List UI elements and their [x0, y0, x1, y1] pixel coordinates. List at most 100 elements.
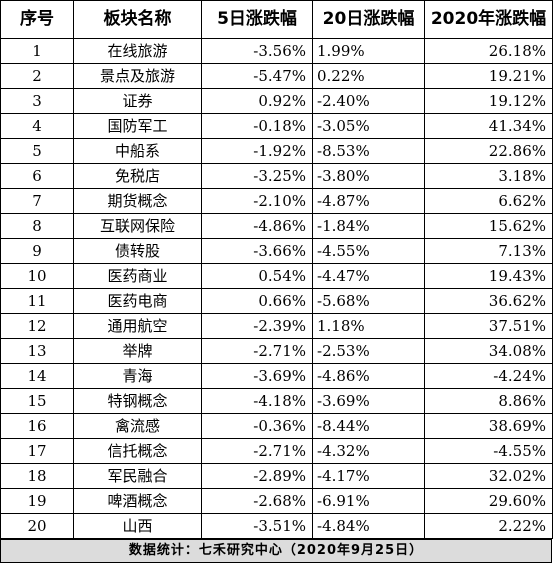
table-row: 12 通用航空 -2.39% 1.18% 37.51%: [0, 313, 553, 339]
cell-20day-change: 0.22%: [312, 63, 425, 89]
cell-5day-change: -2.71%: [201, 438, 313, 464]
header-sector-name: 板块名称: [73, 0, 202, 39]
table-row: 17 信托概念 -2.71% -4.32% -4.55%: [0, 438, 553, 464]
cell-rank: 6: [0, 163, 74, 189]
cell-20day-change: -1.84%: [312, 213, 425, 239]
cell-20day-change: -4.87%: [312, 188, 425, 214]
cell-rank: 3: [0, 88, 74, 114]
cell-20day-change: -3.05%: [312, 113, 425, 139]
table-row: 2 景点及旅游 -5.47% 0.22% 19.21%: [0, 63, 553, 89]
cell-20day-change: 1.99%: [312, 38, 425, 64]
cell-rank: 7: [0, 188, 74, 214]
cell-sector-name: 医药电商: [73, 288, 202, 314]
cell-20day-change: -8.44%: [312, 413, 425, 439]
cell-rank: 18: [0, 463, 74, 489]
cell-2020-change: 15.62%: [424, 213, 553, 239]
cell-5day-change: -4.86%: [201, 213, 313, 239]
table-body: 1 在线旅游 -3.56% 1.99% 26.18% 2 景点及旅游 -5.47% 0.22% 1…: [0, 38, 553, 539]
cell-20day-change: -3.69%: [312, 388, 425, 414]
table-row: 9 债转股 -3.66% -4.55% 7.13%: [0, 238, 553, 264]
cell-5day-change: -0.36%: [201, 413, 313, 439]
cell-5day-change: 0.92%: [201, 88, 313, 114]
cell-2020-change: 38.69%: [424, 413, 553, 439]
table-row: 4 国防军工 -0.18% -3.05% 41.34%: [0, 113, 553, 139]
table-row: 3 证券 0.92% -2.40% 19.12%: [0, 88, 553, 114]
cell-2020-change: 19.21%: [424, 63, 553, 89]
cell-sector-name: 在线旅游: [73, 38, 202, 64]
table-header: 序号 板块名称 5日涨跌幅 20日涨跌幅 2020年涨跌幅: [0, 0, 553, 39]
cell-5day-change: -2.39%: [201, 313, 313, 339]
table-row: 16 禽流感 -0.36% -8.44% 38.69%: [0, 413, 553, 439]
cell-sector-name: 通用航空: [73, 313, 202, 339]
cell-5day-change: -3.56%: [201, 38, 313, 64]
data-source-footer: 数据统计：七禾研究中心（2020年9月25日）: [0, 539, 552, 563]
cell-sector-name: 免税店: [73, 163, 202, 189]
cell-2020-change: 19.43%: [424, 263, 553, 289]
table-row: 20 山西 -3.51% -4.84% 2.22%: [0, 513, 553, 539]
cell-rank: 20: [0, 513, 74, 539]
cell-20day-change: -2.53%: [312, 338, 425, 364]
cell-rank: 19: [0, 488, 74, 514]
cell-sector-name: 啤酒概念: [73, 488, 202, 514]
sector-table: 序号 板块名称 5日涨跌幅 20日涨跌幅 2020年涨跌幅 1 在线旅游 -3.56…: [0, 0, 553, 539]
cell-2020-change: 6.62%: [424, 188, 553, 214]
cell-rank: 14: [0, 363, 74, 389]
cell-rank: 17: [0, 438, 74, 464]
cell-2020-change: 41.34%: [424, 113, 553, 139]
cell-rank: 15: [0, 388, 74, 414]
cell-20day-change: -4.32%: [312, 438, 425, 464]
cell-2020-change: 26.18%: [424, 38, 553, 64]
cell-sector-name: 军民融合: [73, 463, 202, 489]
cell-rank: 13: [0, 338, 74, 364]
cell-rank: 2: [0, 63, 74, 89]
cell-sector-name: 青海: [73, 363, 202, 389]
cell-5day-change: -0.18%: [201, 113, 313, 139]
cell-2020-change: 8.86%: [424, 388, 553, 414]
cell-2020-change: 7.13%: [424, 238, 553, 264]
cell-20day-change: -4.84%: [312, 513, 425, 539]
cell-sector-name: 期货概念: [73, 188, 202, 214]
cell-20day-change: -5.68%: [312, 288, 425, 314]
cell-20day-change: -8.53%: [312, 138, 425, 164]
cell-2020-change: 3.18%: [424, 163, 553, 189]
header-2020-change: 2020年涨跌幅: [424, 0, 553, 39]
cell-rank: 9: [0, 238, 74, 264]
cell-rank: 5: [0, 138, 74, 164]
header-row: 序号 板块名称 5日涨跌幅 20日涨跌幅 2020年涨跌幅: [0, 0, 553, 39]
cell-20day-change: -4.17%: [312, 463, 425, 489]
cell-sector-name: 禽流感: [73, 413, 202, 439]
cell-5day-change: -4.18%: [201, 388, 313, 414]
cell-5day-change: 0.54%: [201, 263, 313, 289]
table-row: 15 特钢概念 -4.18% -3.69% 8.86%: [0, 388, 553, 414]
table-row: 11 医药电商 0.66% -5.68% 36.62%: [0, 288, 553, 314]
cell-sector-name: 国防军工: [73, 113, 202, 139]
cell-2020-change: 32.02%: [424, 463, 553, 489]
cell-rank: 10: [0, 263, 74, 289]
cell-sector-name: 中船系: [73, 138, 202, 164]
table-row: 19 啤酒概念 -2.68% -6.91% 29.60%: [0, 488, 553, 514]
cell-rank: 1: [0, 38, 74, 64]
cell-2020-change: -4.24%: [424, 363, 553, 389]
cell-rank: 8: [0, 213, 74, 239]
cell-sector-name: 债转股: [73, 238, 202, 264]
cell-5day-change: -3.25%: [201, 163, 313, 189]
cell-2020-change: 37.51%: [424, 313, 553, 339]
header-rank: 序号: [0, 0, 74, 39]
cell-5day-change: -3.51%: [201, 513, 313, 539]
cell-rank: 4: [0, 113, 74, 139]
cell-20day-change: -3.80%: [312, 163, 425, 189]
cell-5day-change: -3.69%: [201, 363, 313, 389]
cell-5day-change: -5.47%: [201, 63, 313, 89]
cell-20day-change: 1.18%: [312, 313, 425, 339]
cell-20day-change: -4.55%: [312, 238, 425, 264]
cell-sector-name: 景点及旅游: [73, 63, 202, 89]
cell-2020-change: 19.12%: [424, 88, 553, 114]
cell-5day-change: -1.92%: [201, 138, 313, 164]
table-row: 8 互联网保险 -4.86% -1.84% 15.62%: [0, 213, 553, 239]
table-row: 18 军民融合 -2.89% -4.17% 32.02%: [0, 463, 553, 489]
table-row: 13 举牌 -2.71% -2.53% 34.08%: [0, 338, 553, 364]
header-20day-change: 20日涨跌幅: [312, 0, 425, 39]
cell-2020-change: 22.86%: [424, 138, 553, 164]
cell-5day-change: -2.89%: [201, 463, 313, 489]
